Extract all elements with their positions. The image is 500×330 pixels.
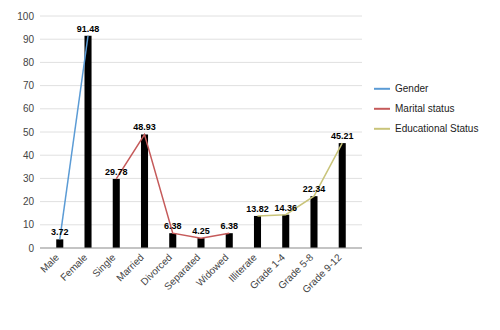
y-tick-label: 30 [23, 173, 35, 184]
bar [169, 233, 176, 248]
x-tick-label: Separated [162, 252, 202, 292]
legend-swatch [374, 88, 390, 90]
y-tick-label: 20 [23, 196, 35, 207]
y-tick-label: 60 [23, 103, 35, 114]
bar [197, 238, 204, 248]
y-tick-label: 0 [28, 243, 34, 254]
legend-swatch [374, 128, 390, 130]
series-line [257, 143, 342, 216]
x-tick-label: Female [58, 251, 90, 283]
bar [56, 239, 63, 248]
x-tick-label: Grade 9-12 [300, 251, 344, 295]
bar [226, 233, 233, 248]
bar [310, 196, 317, 248]
y-tick-label: 90 [23, 34, 35, 45]
y-tick-label: 10 [23, 219, 35, 230]
grid-line [40, 16, 362, 17]
data-label: 14.36 [274, 203, 297, 213]
data-label: 6.38 [220, 221, 238, 231]
data-label: 6.38 [164, 221, 182, 231]
legend-label: Educational Status [395, 123, 478, 134]
data-label: 13.82 [246, 204, 269, 214]
chart: 0 10 20 30 40 50 60 70 80 90 100 3.72 91.48 29.78 48.9… [0, 0, 500, 330]
legend-label: Gender [395, 83, 429, 94]
data-label: 4.25 [192, 226, 210, 236]
bar [84, 36, 91, 248]
bar [339, 143, 346, 248]
y-tick-label: 50 [23, 127, 35, 138]
plot-area [56, 36, 346, 248]
data-label: 3.72 [51, 227, 69, 237]
data-label: 29.78 [105, 167, 128, 177]
legend-label: Marital status [395, 103, 454, 114]
y-tick-label: 40 [23, 150, 35, 161]
grid-line [40, 248, 362, 249]
data-label: 48.93 [133, 122, 156, 132]
data-label: 22.34 [303, 184, 326, 194]
x-axis-line [40, 248, 362, 249]
data-label: 45.21 [331, 131, 354, 141]
series-line [60, 36, 88, 240]
series-line [116, 134, 229, 238]
legend-swatch [374, 108, 390, 110]
y-tick-label: 100 [17, 11, 34, 22]
x-tick-label: Widowed [194, 252, 231, 289]
data-label: 91.48 [77, 24, 100, 34]
x-tick-label: Male [38, 251, 61, 274]
bar [141, 134, 148, 248]
y-tick-label: 70 [23, 80, 35, 91]
y-tick-label: 80 [23, 57, 35, 68]
bar [254, 216, 261, 248]
bar [282, 215, 289, 248]
legend: Gender Marital status Educational Status [374, 83, 478, 134]
bar [113, 179, 120, 248]
grid [40, 16, 362, 248]
